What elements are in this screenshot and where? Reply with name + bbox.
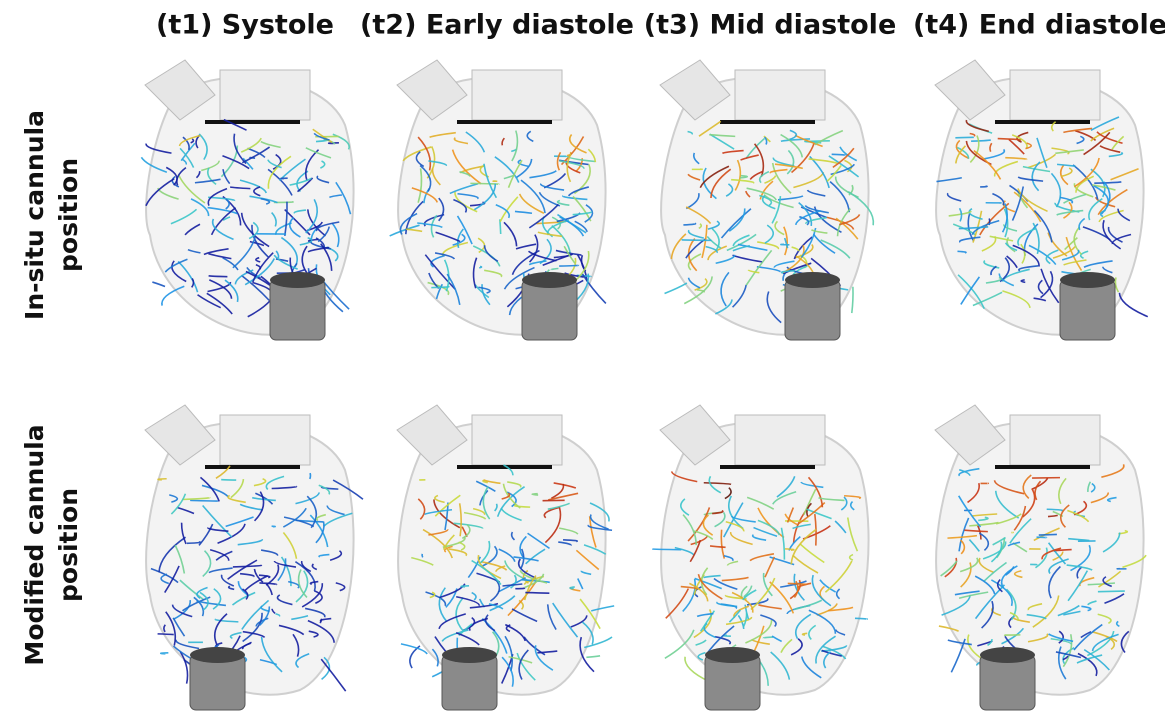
panel: [390, 60, 606, 340]
cannula-rim: [190, 647, 245, 663]
outflow-box: [472, 415, 562, 465]
outflow-box: [472, 70, 562, 120]
streamline: [221, 480, 236, 481]
outflow-box: [220, 70, 310, 120]
column-header: (t3) Mid diastole: [644, 10, 897, 41]
outflow-box: [1010, 415, 1100, 465]
panels: [141, 60, 1147, 710]
cannula: [980, 655, 1035, 710]
streamline: [832, 154, 846, 155]
cannula-rim: [785, 272, 840, 288]
streamline: [723, 635, 731, 636]
streamline: [764, 637, 774, 638]
streamline: [190, 500, 218, 501]
row-label: Modified cannula: [20, 424, 49, 665]
streamline: [559, 265, 578, 266]
streamline: [422, 554, 423, 557]
figure: (t1) Systole (t2) Early diastole (t3) Mi…: [0, 0, 1165, 713]
streamline: [272, 526, 276, 527]
streamline: [1119, 293, 1147, 317]
panel: [141, 60, 353, 340]
cannula: [705, 655, 760, 710]
outflow-box: [1010, 70, 1100, 120]
cannula-rim: [270, 272, 325, 288]
streamline: [586, 656, 600, 658]
cannula-rim: [705, 647, 760, 663]
streamline: [788, 583, 807, 584]
outflow-box: [220, 415, 310, 465]
cannula-rim: [1060, 272, 1115, 288]
streamline: [152, 282, 165, 286]
panel: [397, 405, 614, 710]
column-header: (t2) Early diastole: [360, 10, 634, 41]
streamline: [1098, 591, 1125, 592]
streamline: [515, 588, 524, 589]
outflow-box: [735, 415, 825, 465]
cannula-rim: [980, 647, 1035, 663]
cannula-rim: [522, 272, 577, 288]
streamline: [1039, 534, 1057, 535]
cannula: [522, 280, 577, 340]
row-label: position: [54, 158, 83, 272]
panel: [652, 405, 868, 710]
streamline: [161, 653, 169, 654]
column-header: (t1) Systole: [156, 10, 334, 41]
panel: [660, 60, 873, 340]
panel: [935, 405, 1146, 710]
streamline: [158, 634, 174, 635]
panel: [935, 60, 1148, 340]
outflow-box: [735, 70, 825, 120]
row-label: position: [54, 488, 83, 602]
row-label: In-situ cannula: [20, 110, 49, 320]
cannula-rim: [442, 647, 497, 663]
streamline: [682, 240, 712, 241]
cannula: [1060, 280, 1115, 340]
streamline: [665, 283, 687, 293]
column-header: (t4) End diastole: [913, 10, 1165, 41]
panel: [145, 405, 363, 710]
cannula: [785, 280, 840, 340]
streamline: [652, 549, 681, 550]
cannula: [442, 655, 497, 710]
streamline: [525, 593, 549, 594]
streamline: [321, 659, 345, 691]
streamline: [855, 618, 867, 619]
streamline: [310, 473, 311, 479]
streamline: [980, 186, 987, 187]
cannula: [270, 280, 325, 340]
page: (t1) Systole (t2) Early diastole (t3) Mi…: [0, 0, 1165, 713]
streamline: [532, 494, 538, 495]
streamline: [852, 287, 853, 313]
cannula: [190, 655, 245, 710]
streamline: [209, 276, 228, 277]
